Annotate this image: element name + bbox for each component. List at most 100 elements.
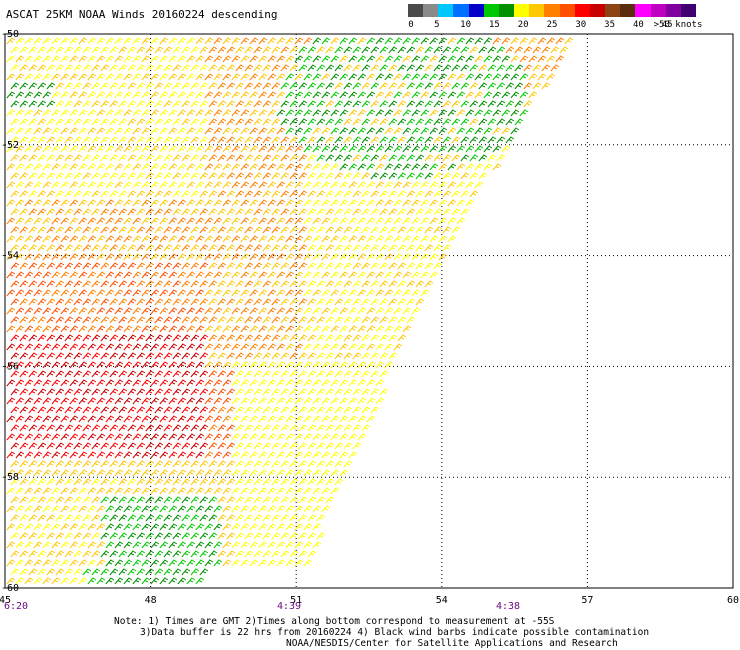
wind-barb: [231, 469, 241, 477]
wind-barb: [316, 442, 326, 450]
wind-barb: [393, 55, 403, 63]
wind-barb: [438, 91, 448, 99]
wind-barb: [145, 478, 155, 486]
wind-barb: [307, 172, 317, 180]
wind-barb: [384, 199, 394, 207]
wind-barb: [240, 91, 250, 99]
wind-barb: [262, 406, 272, 414]
wind-barb: [78, 37, 88, 45]
wind-barb: [235, 550, 245, 558]
wind-barb: [235, 118, 245, 126]
wind-barb: [424, 118, 434, 126]
wind-barb: [217, 172, 227, 180]
wind-barb: [91, 460, 101, 468]
wind-barb: [375, 397, 385, 405]
wind-barb: [172, 244, 182, 252]
wind-barb: [249, 37, 259, 45]
wind-barb: [267, 163, 277, 171]
wind-barb: [42, 235, 52, 243]
wind-barb: [6, 451, 16, 459]
wind-barb: [82, 172, 92, 180]
wind-barb: [136, 46, 146, 54]
wind-barb: [51, 91, 61, 99]
wind-barb: [46, 514, 56, 522]
wind-barb: [6, 343, 16, 351]
wind-barb: [199, 370, 209, 378]
wind-barb: [159, 253, 169, 261]
wind-barb: [406, 280, 416, 288]
wind-barb: [10, 550, 20, 558]
wind-barb: [316, 424, 326, 432]
wind-barb: [271, 334, 281, 342]
wind-barb: [114, 325, 124, 333]
wind-barb: [271, 298, 281, 306]
wind-barb: [100, 370, 110, 378]
wind-barb: [190, 64, 200, 72]
wind-barb: [343, 244, 353, 252]
wind-barb: [370, 136, 380, 144]
wind-barb: [172, 280, 182, 288]
wind-barb: [388, 154, 398, 162]
wind-barb: [123, 559, 133, 567]
wind-barb: [55, 532, 65, 540]
wind-barb: [145, 172, 155, 180]
wind-barb: [492, 145, 502, 153]
wind-barb: [208, 82, 218, 90]
wind-barb: [357, 127, 367, 135]
wind-barb: [289, 514, 299, 522]
wind-barb: [96, 55, 106, 63]
wind-barb: [145, 496, 155, 504]
wind-barb: [51, 235, 61, 243]
wind-barb: [501, 145, 511, 153]
wind-barb: [330, 163, 340, 171]
wind-barb: [321, 361, 331, 369]
wind-barb: [276, 73, 286, 81]
wind-barb: [415, 82, 425, 90]
wind-barb: [96, 505, 106, 513]
wind-barb: [375, 289, 385, 297]
wind-barb: [276, 559, 286, 567]
wind-barb: [402, 163, 412, 171]
wind-barb: [235, 406, 245, 414]
wind-barb: [136, 118, 146, 126]
wind-barb: [64, 352, 74, 360]
wind-barb: [24, 541, 34, 549]
wind-barb: [271, 100, 281, 108]
wind-barb: [456, 109, 466, 117]
wind-barb: [312, 343, 322, 351]
legend-swatch: [468, 4, 485, 17]
wind-barb: [433, 208, 443, 216]
wind-barb: [384, 253, 394, 261]
wind-barb: [402, 289, 412, 297]
wind-barb: [402, 325, 412, 333]
wind-barb: [145, 352, 155, 360]
wind-barb: [199, 460, 209, 468]
wind-barb: [24, 109, 34, 117]
wind-barb: [379, 82, 389, 90]
wind-barb: [123, 127, 133, 135]
wind-barb: [28, 190, 38, 198]
wind-barb: [334, 352, 344, 360]
legend-label: 45: [661, 20, 673, 30]
wind-barb: [177, 37, 187, 45]
wind-barb: [375, 253, 385, 261]
wind-barb: [69, 235, 79, 243]
wind-barb: [226, 118, 236, 126]
wind-barb: [150, 343, 160, 351]
wind-barb: [69, 307, 79, 315]
wind-barb: [10, 406, 20, 414]
wind-barb: [51, 559, 61, 567]
wind-barb: [361, 190, 371, 198]
wind-barb: [37, 514, 47, 522]
wind-barb: [249, 343, 259, 351]
wind-barb: [258, 451, 268, 459]
wind-barb: [78, 397, 88, 405]
wind-barb: [87, 487, 97, 495]
wind-barb: [69, 487, 79, 495]
wind-barb: [343, 460, 353, 468]
wind-barb: [321, 379, 331, 387]
wind-barb: [145, 424, 155, 432]
wind-barb: [60, 253, 70, 261]
wind-barb: [91, 532, 101, 540]
wind-barb: [64, 514, 74, 522]
